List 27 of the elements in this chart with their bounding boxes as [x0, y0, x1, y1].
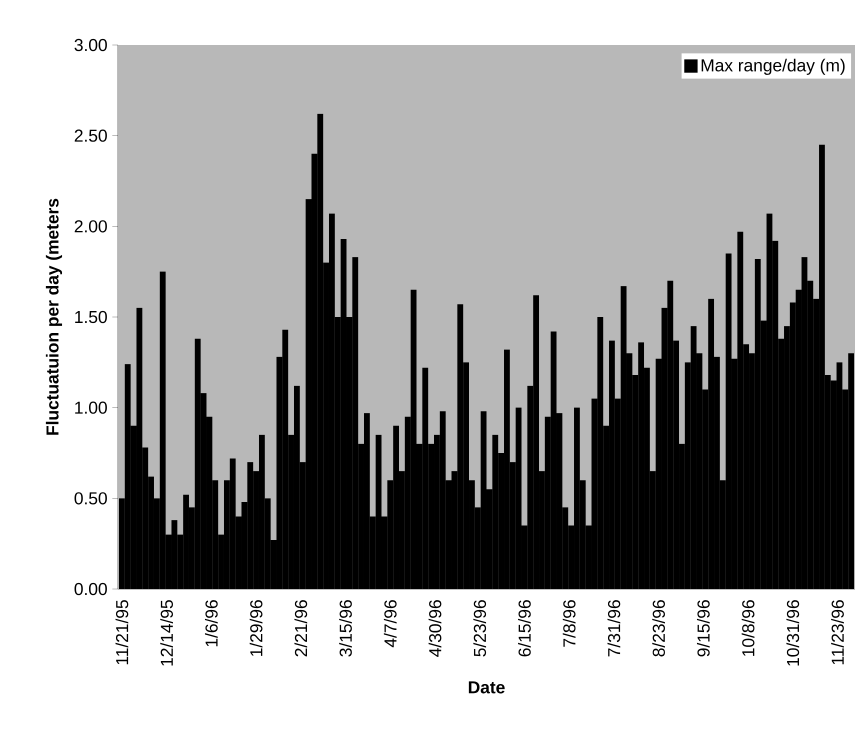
x-tick-label: 12/14/95 — [160, 600, 173, 666]
x-tick-label: 6/15/96 — [518, 600, 531, 656]
y-tick-label: 1.50 — [75, 310, 107, 324]
legend-label: Max range/day (m) — [702, 58, 845, 75]
y-tick-label: 0.00 — [74, 582, 107, 596]
x-tick-label: 11/23/96 — [831, 600, 844, 664]
x-tick-label: 11/21/95 — [116, 600, 128, 664]
x-tick-label: 4/30/96 — [428, 600, 442, 657]
x-tick-label: 7/8/96 — [562, 600, 576, 647]
y-tick-label: 1.00 — [75, 402, 107, 414]
y-tick-label: 3.00 — [74, 38, 107, 52]
y-tick-label: 2.50 — [74, 130, 107, 142]
y-tick-label: 2.00 — [74, 220, 107, 232]
y-tick-label: 0.50 — [74, 492, 107, 504]
x-tick-label: 2/21/96 — [294, 600, 308, 656]
x-tick-label: 5/23/96 — [473, 600, 486, 657]
y-axis-title: Fluctuatuion per day (meters — [46, 198, 62, 435]
x-tick-label: 10/31/96 — [786, 600, 800, 666]
x-tick-label: 9/15/96 — [696, 600, 710, 656]
x-tick-label: 8/23/96 — [652, 600, 665, 656]
x-tick-label: 1/29/96 — [250, 600, 262, 656]
x-axis-title: Date — [468, 681, 505, 694]
x-tick-label: 4/7/96 — [384, 600, 397, 648]
x-tick-label: 3/15/96 — [339, 600, 352, 657]
x-tick-label: 10/8/96 — [742, 600, 754, 656]
x-tick-label: 1/6/96 — [204, 600, 218, 646]
x-tick-label: 7/31/96 — [608, 600, 620, 656]
